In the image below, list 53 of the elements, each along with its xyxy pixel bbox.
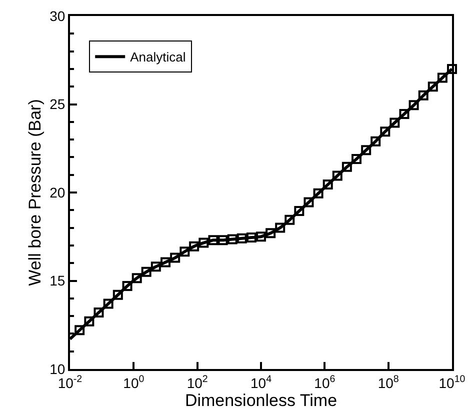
- point: [218, 235, 228, 246]
- x-tick-label: 10$^{8}$: [378, 374, 400, 391]
- point: [74, 325, 85, 336]
- point: [437, 72, 448, 83]
- x-tick-label: 10$^{2}$: [186, 374, 208, 391]
- point: [198, 238, 209, 248]
- point: [256, 232, 266, 242]
- point: [332, 170, 342, 181]
- x-tick-label: 10$^{0}$: [123, 374, 145, 391]
- point: [180, 246, 190, 257]
- point: [313, 188, 324, 198]
- y-tick-label: 20: [50, 184, 66, 200]
- y-axis-title: Well bore Pressure (Bar): [26, 99, 45, 286]
- point: [189, 241, 200, 252]
- x-tick-label: 10$^{6}$: [314, 374, 336, 391]
- point: [227, 234, 238, 244]
- y-tick-label: 15: [50, 272, 66, 289]
- point: [342, 162, 352, 172]
- point: [361, 145, 372, 156]
- point: [132, 273, 142, 284]
- point: [294, 206, 304, 216]
- point: [112, 290, 123, 300]
- point: [103, 298, 114, 309]
- point: [304, 197, 314, 208]
- point: [236, 233, 247, 244]
- point: [390, 118, 400, 128]
- point: [84, 316, 94, 326]
- point: [418, 90, 428, 100]
- point: [428, 82, 438, 92]
- point: [266, 228, 276, 238]
- point: [447, 64, 457, 74]
- point: [160, 257, 170, 268]
- point: [399, 108, 410, 119]
- point: [170, 252, 180, 263]
- point: [408, 100, 419, 110]
- y-tick-label: 30: [50, 8, 66, 24]
- point: [122, 281, 132, 292]
- point: [94, 308, 104, 318]
- point: [150, 262, 161, 272]
- point: [275, 222, 286, 233]
- x-axis-title: Dimensionless Time: [184, 390, 338, 410]
- point: [208, 235, 218, 246]
- x-tick-label: 10$^{10}$: [438, 374, 466, 391]
- point: [322, 180, 333, 190]
- x-tick-label: 10$^{4}$: [250, 374, 272, 391]
- point: [352, 154, 362, 164]
- y-tick-label: 25: [50, 96, 66, 112]
- point: [246, 232, 256, 243]
- point: [141, 266, 152, 277]
- point: [370, 136, 381, 146]
- legend-label: Analytical: [130, 50, 186, 65]
- point: [284, 214, 295, 225]
- point: [380, 126, 390, 137]
